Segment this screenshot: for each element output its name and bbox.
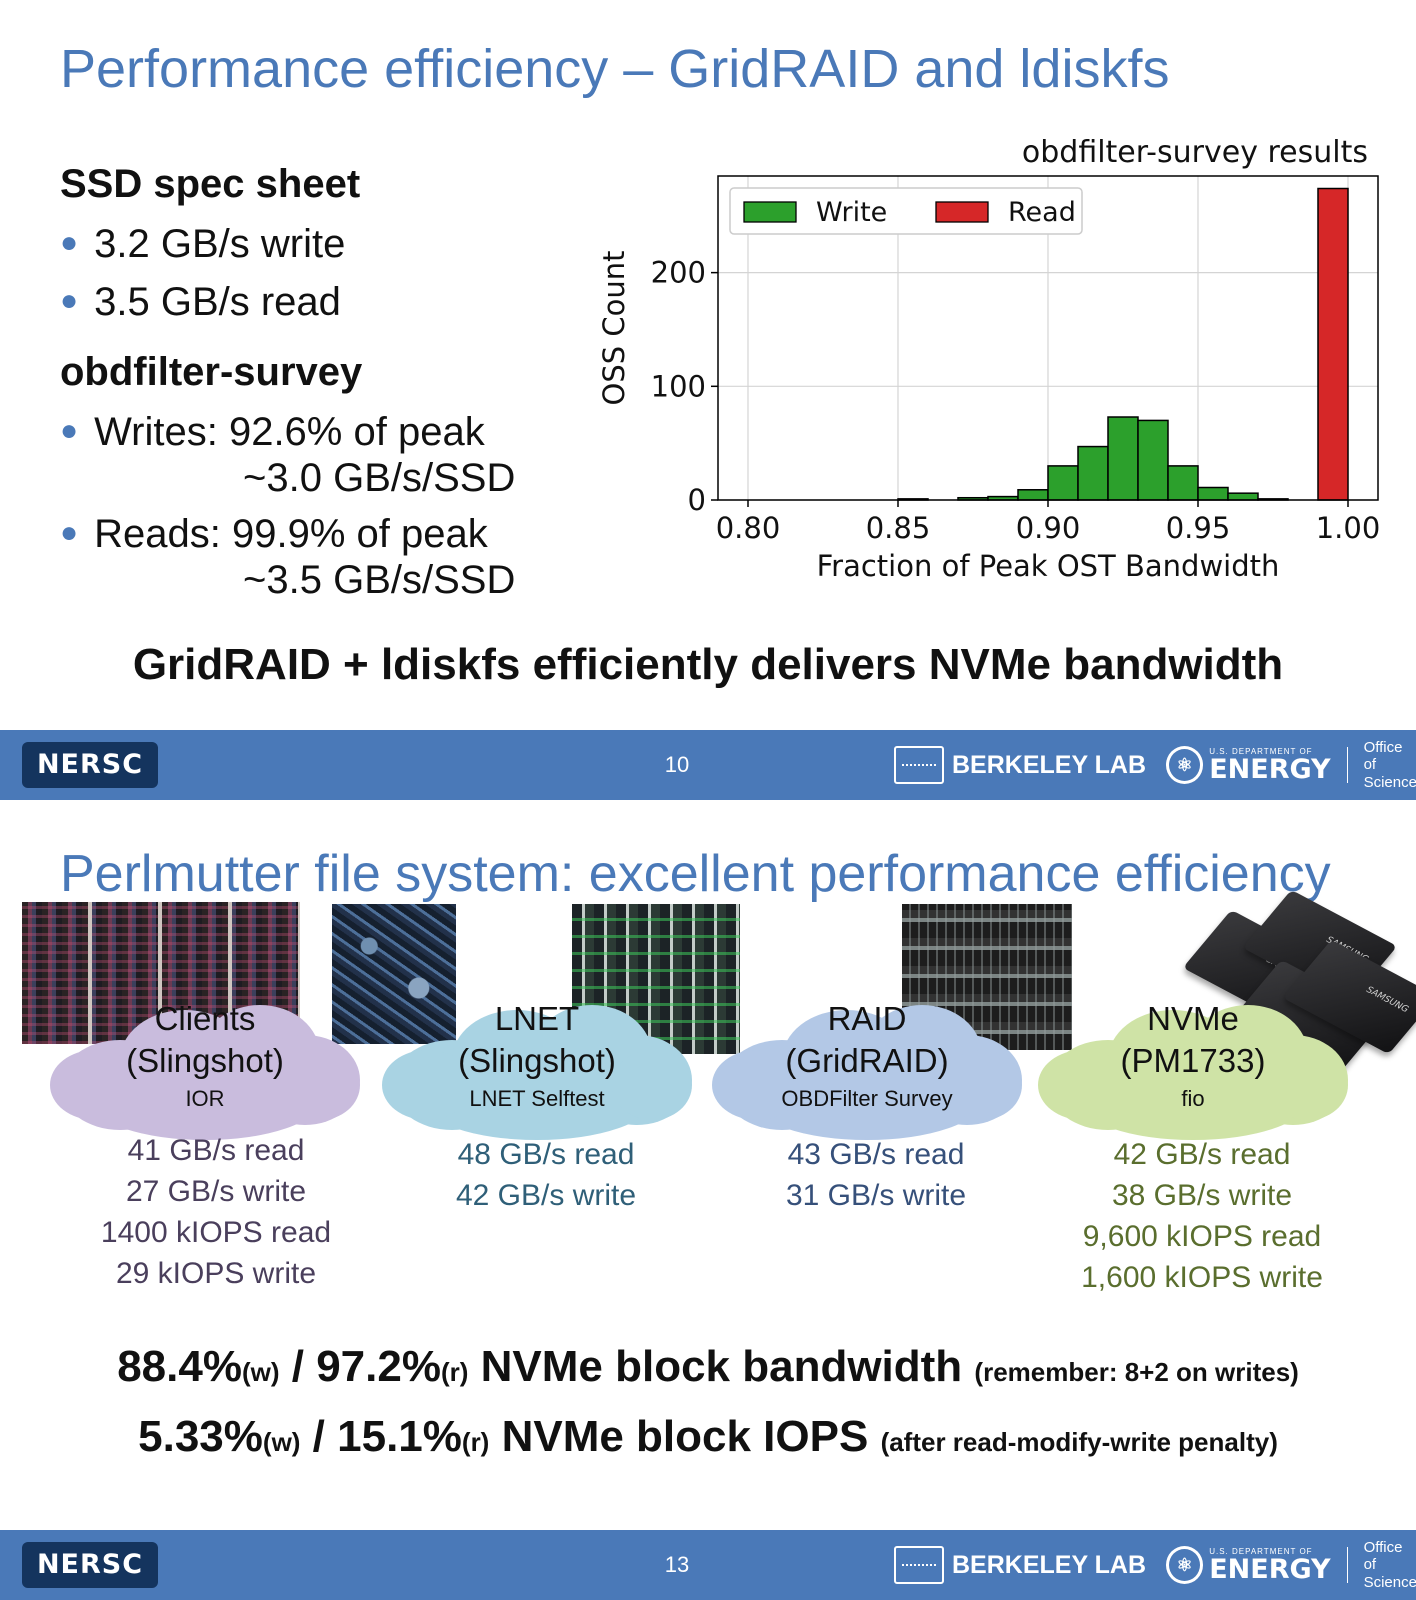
x-tick-label: 0.95 bbox=[1166, 511, 1231, 545]
lnet-cloud: LNET (Slingshot) LNET Selftest bbox=[382, 990, 692, 1140]
layer-subtitle: (GridRAID) bbox=[785, 1042, 949, 1079]
bullet-subline: ~3.5 GB/s/SSD bbox=[243, 558, 516, 602]
legend-box bbox=[729, 187, 1083, 235]
clients-stats: 41 GB/s read 27 GB/s write 1400 kIOPS read… bbox=[100, 1134, 332, 1290]
chart-title: obdfilter-survey results bbox=[1022, 135, 1368, 170]
legend-swatch-read bbox=[935, 201, 989, 223]
bar-write bbox=[1017, 489, 1049, 501]
slide-10: Performance efficiency – GridRAID and ld… bbox=[0, 39, 1416, 800]
bullet-icon: ● bbox=[60, 516, 79, 549]
layer-subtitle: (PM1733) bbox=[1120, 1042, 1266, 1079]
bullet-item: ● 3.2 GB/s write bbox=[60, 222, 346, 266]
bullet-icon: ● bbox=[60, 284, 79, 317]
footer-bar: NERSC 10 BERKELEY LAB ⚛ U.S. DEPARTMENT … bbox=[0, 730, 1416, 800]
x-tick-label: 1.00 bbox=[1316, 511, 1380, 545]
bullet-subline: ~3.0 GB/s/SSD bbox=[243, 456, 516, 500]
y-tick-label: 100 bbox=[651, 369, 706, 403]
obdfilter-histogram: obdfilter-survey results 0.80 0.85 0.90 0.95… bbox=[597, 135, 1380, 583]
bullet-item: ● 3.5 GB/s read bbox=[60, 280, 341, 324]
building-icon bbox=[894, 1546, 944, 1584]
nersc-logo: NERSC bbox=[22, 742, 158, 788]
bar-write bbox=[1167, 465, 1199, 501]
clients-cloud: Clients (Slingshot) IOR bbox=[50, 990, 360, 1140]
network-cables-photo bbox=[332, 904, 456, 1044]
layer-tool: LNET Selftest bbox=[469, 1086, 605, 1111]
legend-label-read: Read bbox=[1008, 197, 1076, 228]
nersc-logo: NERSC bbox=[22, 1542, 158, 1588]
obdfilter-survey-heading: obdfilter-survey bbox=[60, 350, 363, 394]
layer-tool: OBDFilter Survey bbox=[781, 1086, 953, 1111]
bullet-item: ● Reads: 99.9% of peak bbox=[60, 512, 488, 556]
legend-label-write: Write bbox=[816, 197, 887, 228]
conclusion-text: GridRAID + ldiskfs efficiently delivers … bbox=[132, 640, 1284, 689]
layer-title: RAID bbox=[827, 1000, 907, 1037]
y-tick-label: 200 bbox=[651, 256, 706, 290]
layer-subtitle: (Slingshot) bbox=[458, 1042, 616, 1079]
bar-write bbox=[1107, 416, 1139, 501]
layer-subtitle: (Slingshot) bbox=[126, 1042, 284, 1079]
page-number: 10 bbox=[664, 752, 690, 777]
bar-write bbox=[1197, 486, 1229, 501]
bandwidth-efficiency-line: 88.4%(w) / 97.2%(r) NVMe block bandwidth… bbox=[117, 1342, 1299, 1391]
raid-cloud: RAID (GridRAID) OBDFilter Survey bbox=[712, 990, 1022, 1140]
layer-title: LNET bbox=[494, 1000, 580, 1037]
page-number: 13 bbox=[664, 1552, 690, 1577]
layer-tool: IOR bbox=[185, 1086, 225, 1111]
bar-write bbox=[1227, 492, 1259, 501]
slide-title: Perlmutter file system: excellent perfor… bbox=[60, 845, 1331, 903]
x-tick-label: 0.85 bbox=[866, 511, 931, 545]
doe-logo: ⚛ U.S. DEPARTMENT OF ENERGY Office of Scie… bbox=[1166, 739, 1416, 791]
bullet-icon: ● bbox=[60, 226, 79, 259]
x-tick-label: 0.80 bbox=[716, 511, 781, 545]
ssd-spec-heading: SSD spec sheet bbox=[60, 162, 361, 206]
x-axis-label: Fraction of Peak OST Bandwidth bbox=[817, 549, 1280, 583]
nvme-stats: 42 GB/s read 38 GB/s write 9,600 kIOPS rea… bbox=[1081, 1138, 1323, 1294]
layer-title: NVMe bbox=[1147, 1000, 1239, 1037]
layer-tool: fio bbox=[1181, 1086, 1205, 1111]
bar-read bbox=[1317, 187, 1349, 501]
berkeley-lab-logo: BERKELEY LAB bbox=[894, 744, 1146, 786]
y-axis-label: OSS Count bbox=[597, 251, 631, 406]
footer-bar: NERSC 13 BERKELEY LAB ⚛ U.S. DEPARTMENT … bbox=[0, 1530, 1416, 1600]
building-icon bbox=[894, 746, 944, 784]
doe-seal-icon: ⚛ bbox=[1166, 746, 1204, 784]
layer-title: Clients bbox=[154, 1000, 256, 1037]
iops-efficiency-line: 5.33%(w) / 15.1%(r) NVMe block IOPS (aft… bbox=[138, 1412, 1278, 1461]
legend-swatch-write bbox=[743, 201, 797, 223]
raid-stats: 43 GB/s read 31 GB/s write bbox=[785, 1138, 967, 1212]
bullet-icon: ● bbox=[60, 414, 79, 447]
bar-write bbox=[1137, 419, 1169, 501]
y-tick-label: 0 bbox=[688, 483, 706, 517]
doe-logo: ⚛ U.S. DEPARTMENT OF ENERGY Office of Scie… bbox=[1166, 1539, 1416, 1591]
bar-write bbox=[1047, 465, 1079, 501]
bar-write bbox=[1077, 445, 1109, 501]
doe-seal-icon: ⚛ bbox=[1166, 1546, 1204, 1584]
slide-title: Performance efficiency – GridRAID and ld… bbox=[60, 39, 1170, 99]
bullet-item: ● Writes: 92.6% of peak bbox=[60, 410, 485, 454]
nvme-cloud: NVMe (PM1733) fio bbox=[1038, 990, 1348, 1140]
slide-13: Perlmutter file system: excellent perfor… bbox=[0, 800, 1416, 1600]
lnet-stats: 48 GB/s read 42 GB/s write bbox=[455, 1138, 637, 1212]
x-tick-label: 0.90 bbox=[1016, 511, 1081, 545]
berkeley-lab-logo: BERKELEY LAB bbox=[894, 1544, 1146, 1586]
